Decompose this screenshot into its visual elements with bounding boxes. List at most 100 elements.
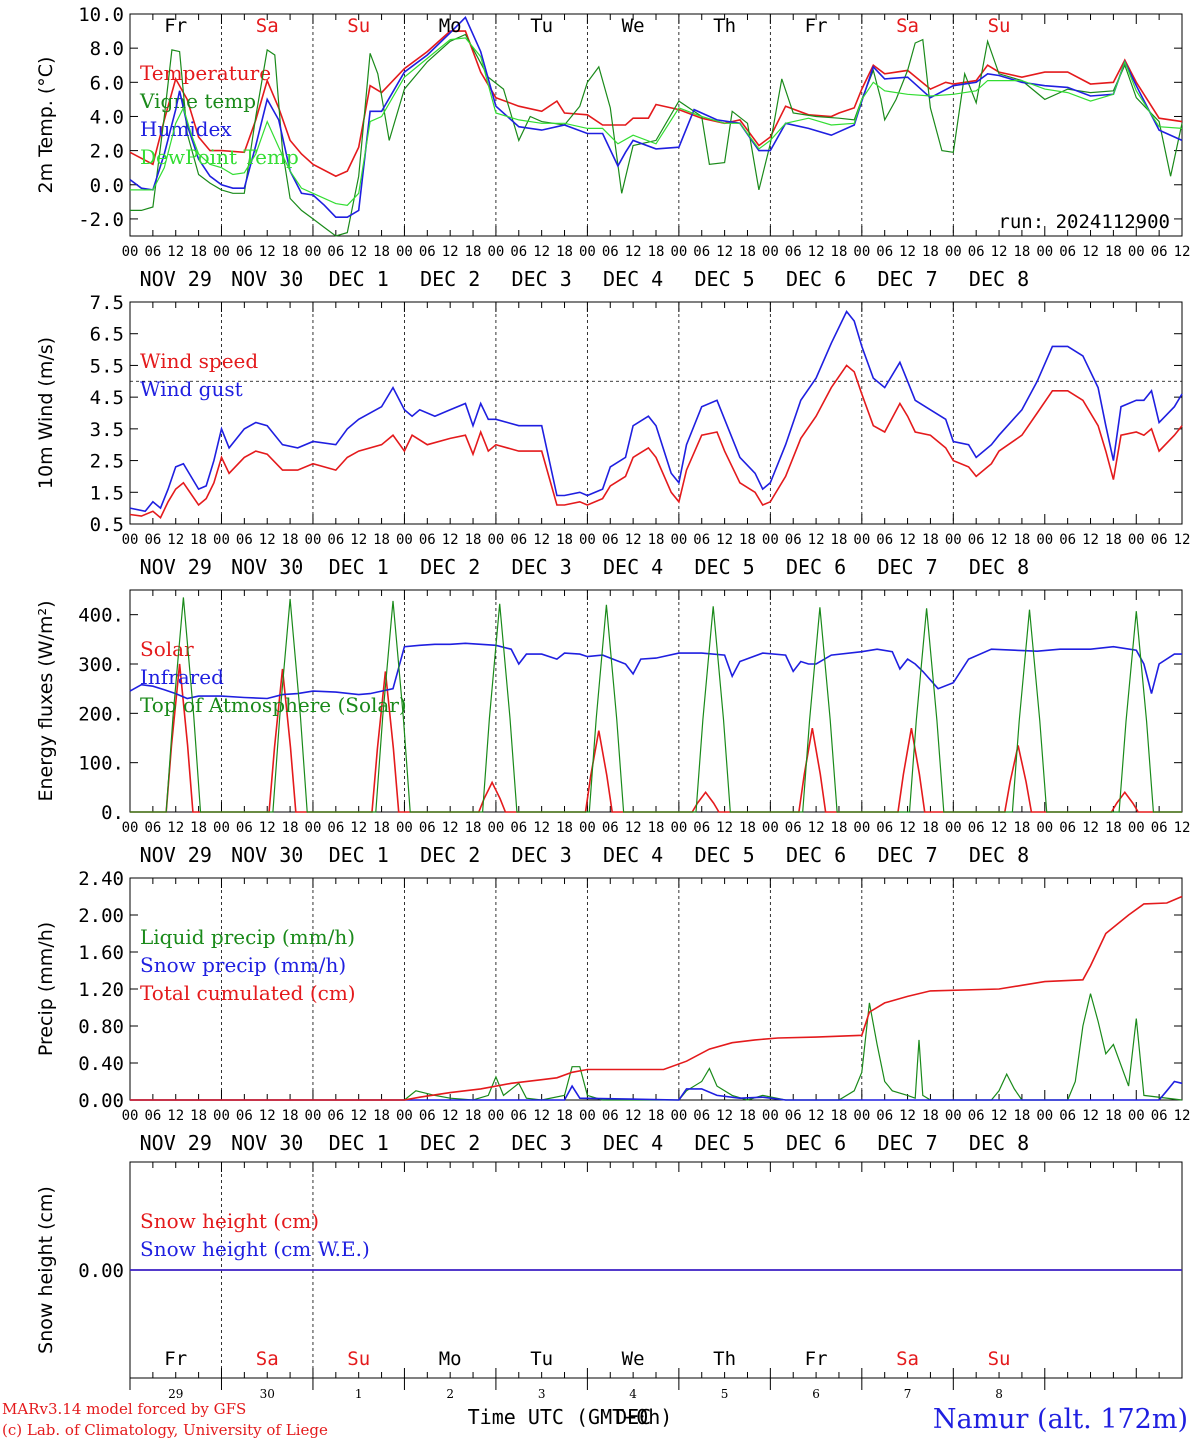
panel-frame <box>129 13 1183 237</box>
panel-1: -2.0 0.0 2.0 4.0 6.0 8.0 10.0 2m Temp. (°C) Temp… <box>35 4 1183 237</box>
hour-tick-label: 00 <box>579 532 596 548</box>
hour-tick-label: 00 <box>945 820 962 836</box>
weekday-label: Fr <box>805 15 828 37</box>
hour-tick-label: 18 <box>190 820 207 836</box>
hour-tick-label: 12 <box>167 820 184 836</box>
weekday-label: We <box>622 1348 645 1370</box>
weekday-label: We <box>622 15 645 37</box>
hour-tick-label: 12 <box>1174 532 1191 548</box>
day-label: DEC 6 <box>786 843 846 867</box>
hour-tick-label: 12 <box>716 820 733 836</box>
bottom-axis: Fr Sa Su Mo Tu We Th Fr Sa Su 29 30 1 2 3 4 5 6 7 8 Time UTC… <box>2 1348 1188 1439</box>
hour-tick-label: 00 <box>762 820 779 836</box>
hour-tick-label: 06 <box>327 244 344 260</box>
day-label: NOV 29 <box>140 843 212 867</box>
hour-tick-label: 00 <box>213 532 230 548</box>
hour-tick-label: 00 <box>1128 244 1145 260</box>
day-label: NOV 30 <box>231 1131 303 1155</box>
hour-tick-label: 06 <box>785 820 802 836</box>
hour-tick-label: 00 <box>1036 244 1053 260</box>
weekday-label: Th <box>713 15 736 37</box>
hour-tick-label: 06 <box>1059 820 1076 836</box>
hour-tick-label: 06 <box>236 244 253 260</box>
day-label: NOV 30 <box>231 843 303 867</box>
hour-tick-label: 18 <box>1105 532 1122 548</box>
hour-tick-label: 06 <box>968 244 985 260</box>
hour-tick-label: 06 <box>1151 1108 1168 1124</box>
hour-tick-label: 12 <box>350 820 367 836</box>
y-tick-label: 200. <box>78 703 124 725</box>
legend-entry: Humidex <box>140 117 232 141</box>
hour-tick-label: 12 <box>899 244 916 260</box>
hour-tick-label: 12 <box>533 532 550 548</box>
day-label: DEC 4 <box>603 267 663 291</box>
legend-entry: Vigne temp <box>139 89 256 113</box>
y-tick-label: 1.20 <box>78 979 124 1001</box>
hour-tick-label: 18 <box>1013 820 1030 836</box>
day-number: 1 <box>355 1387 363 1401</box>
weekday-label: Sa <box>896 15 919 37</box>
legend-entry: Snow precip (mm/h) <box>140 953 346 977</box>
hour-tick-label: 00 <box>853 532 870 548</box>
hour-tick-label: 06 <box>876 532 893 548</box>
hour-tick-label: 06 <box>419 1108 436 1124</box>
hour-tick-label: 12 <box>625 820 642 836</box>
day-label: DEC 5 <box>694 267 754 291</box>
weekday-label: Su <box>988 1348 1011 1370</box>
hour-tick-label: 12 <box>991 532 1008 548</box>
day-label: DEC 1 <box>329 843 389 867</box>
hour-tick-label: 06 <box>693 820 710 836</box>
hour-tick-label: 18 <box>556 532 573 548</box>
y-tick-label: 1.60 <box>78 942 124 964</box>
hour-tick-label: 06 <box>602 1108 619 1124</box>
hour-tick-label: 06 <box>419 820 436 836</box>
series-line <box>129 364 1183 519</box>
hour-tick-label: 00 <box>762 532 779 548</box>
hour-tick-label: 06 <box>510 1108 527 1124</box>
time-axis-4: 00 06 12 18 00 06 12 18 00 06 12 18 00 06 12 18 00 06 12 18… <box>122 1108 1191 1155</box>
hour-tick-label: 00 <box>396 820 413 836</box>
y-axis-title: Energy fluxes (W/m²) <box>35 601 57 802</box>
y-tick-label: 2.0 <box>90 141 124 163</box>
hour-tick-label: 00 <box>670 244 687 260</box>
hour-tick-label: 18 <box>190 532 207 548</box>
credit-line-2: (c) Lab. of Climatology, University of L… <box>2 1421 328 1439</box>
hour-tick-label: 12 <box>1082 1108 1099 1124</box>
hour-tick-label: 18 <box>1013 532 1030 548</box>
y-tick-label: 1.5 <box>90 482 124 504</box>
hour-tick-label: 06 <box>693 1108 710 1124</box>
hour-tick-label: 18 <box>1105 244 1122 260</box>
legend-entry: Wind gust <box>140 377 243 401</box>
hour-tick-label: 12 <box>167 532 184 548</box>
hour-tick-label: 18 <box>1105 1108 1122 1124</box>
y-tick-label: 0.0 <box>90 175 124 197</box>
weekday-label: Sa <box>256 1348 279 1370</box>
day-label: NOV 30 <box>231 267 303 291</box>
weekday-label: Tu <box>530 15 553 37</box>
hour-tick-label: 06 <box>1059 1108 1076 1124</box>
hour-tick-label: 18 <box>373 820 390 836</box>
day-label: DEC 2 <box>420 843 480 867</box>
hour-tick-label: 18 <box>190 244 207 260</box>
hour-tick-label: 12 <box>899 820 916 836</box>
hour-tick-label: 00 <box>1128 532 1145 548</box>
hour-tick-label: 12 <box>259 532 276 548</box>
hour-tick-label: 18 <box>282 532 299 548</box>
y-tick-label: 4.0 <box>90 106 124 128</box>
series-line <box>130 993 1183 1101</box>
hour-tick-label: 06 <box>968 820 985 836</box>
day-number: 3 <box>538 1387 546 1401</box>
hour-tick-label: 18 <box>831 532 848 548</box>
hour-tick-label: 18 <box>282 820 299 836</box>
run-label: run: 2024112900 <box>998 211 1170 233</box>
day-number: 2 <box>446 1387 454 1401</box>
y-axis-title: Precip (mm/h) <box>35 922 57 1056</box>
hour-tick-label: 18 <box>739 1108 756 1124</box>
weekday-label: Mo <box>439 15 462 37</box>
hour-tick-label: 18 <box>556 244 573 260</box>
hour-tick-label: 12 <box>259 820 276 836</box>
hour-tick-label: 06 <box>1059 244 1076 260</box>
day-label: DEC 8 <box>969 267 1029 291</box>
y-tick-label: 400. <box>78 605 124 627</box>
day-label: DEC 5 <box>694 843 754 867</box>
